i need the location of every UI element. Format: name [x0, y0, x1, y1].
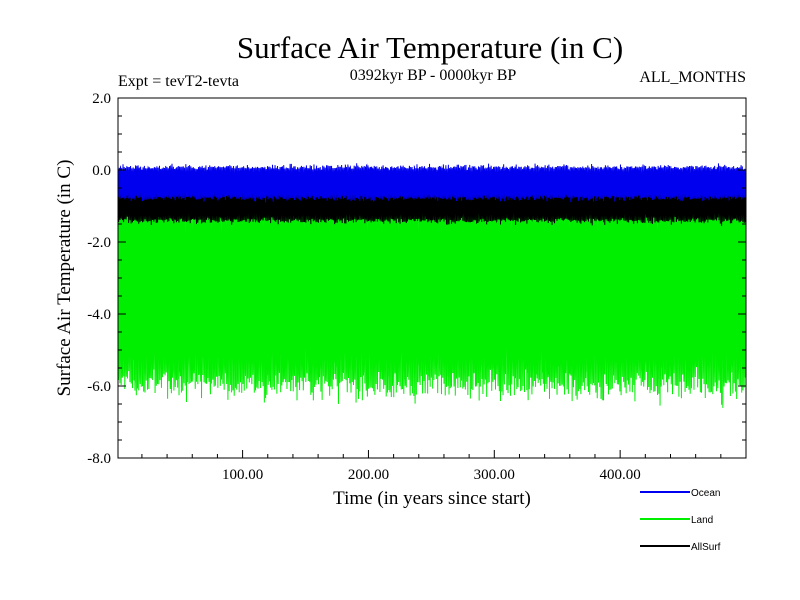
- chart-title: Surface Air Temperature (in C): [237, 30, 623, 65]
- series-layer: [118, 163, 746, 408]
- x-axis: 100.00 200.00 300.00 400.00: [141, 450, 722, 483]
- y-tick-label: 0.0: [92, 163, 111, 179]
- y-tick-label: -2.0: [87, 235, 111, 251]
- y-tick-label: -8.0: [87, 451, 111, 467]
- y-tick-label: 2.0: [92, 91, 111, 107]
- x-tick-label: 300.00: [474, 467, 515, 483]
- legend-label-ocean: Ocean: [691, 488, 720, 499]
- y-tick-label: -4.0: [87, 307, 111, 323]
- chart-subtitle-center: 0392kyr BP - 0000kyr BP: [350, 67, 517, 84]
- chart-subtitle-right: ALL_MONTHS: [639, 69, 746, 86]
- chart-subtitle-left: Expt = tevT2-tevta: [118, 73, 239, 90]
- x-tick-label: 100.00: [222, 467, 263, 483]
- series-line-ocean: [118, 163, 746, 203]
- x-tick-label: 200.00: [348, 467, 389, 483]
- legend-label-land: Land: [691, 515, 713, 526]
- y-tick-label: -6.0: [87, 379, 111, 395]
- y-axis: -8.0 -6.0 -4.0 -2.0 0.0 2.0: [87, 91, 746, 467]
- x-axis-label: Time (in years since start): [333, 488, 531, 509]
- x-tick-label: 400.00: [600, 467, 641, 483]
- y-axis-label: Surface Air Temperature (in C): [54, 160, 75, 397]
- legend-label-allsurf: AllSurf: [691, 542, 721, 553]
- legend: Ocean Land AllSurf: [640, 488, 721, 553]
